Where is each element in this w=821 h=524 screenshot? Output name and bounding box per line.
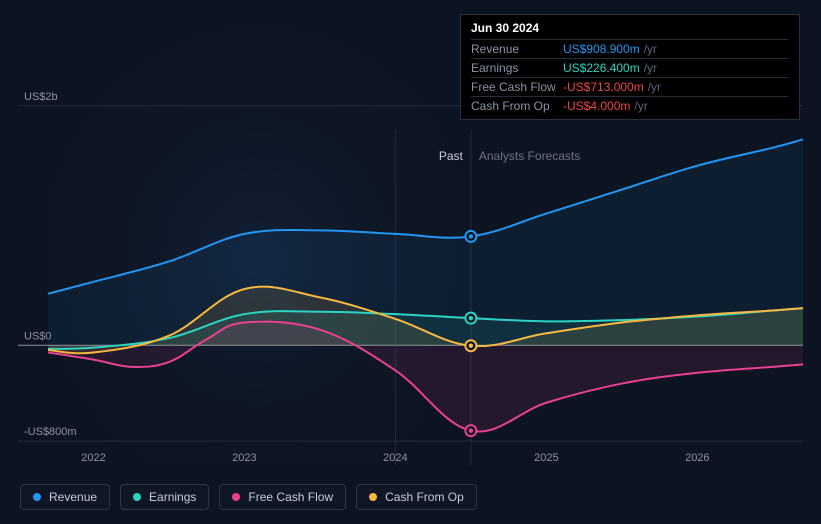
tooltip-row: EarningsUS$226.400m/yr	[471, 58, 789, 77]
legend-item-cfo[interactable]: Cash From Op	[356, 484, 477, 510]
tooltip-row-unit: /yr	[644, 61, 657, 75]
tooltip-row-unit: /yr	[634, 99, 647, 113]
tooltip-row-unit: /yr	[648, 80, 661, 94]
chart-legend: Revenue Earnings Free Cash Flow Cash From O…	[20, 484, 477, 510]
svg-text:US$2b: US$2b	[24, 91, 58, 103]
tooltip-row-label: Earnings	[471, 61, 563, 75]
legend-item-earnings[interactable]: Earnings	[120, 484, 209, 510]
tooltip-row-value: -US$4.000m	[563, 99, 630, 113]
legend-dot-fcf	[232, 493, 240, 501]
tooltip-row-label: Cash From Op	[471, 99, 563, 113]
legend-dot-cfo	[369, 493, 377, 501]
tooltip-row-value: -US$713.000m	[563, 80, 644, 94]
earnings-revenue-chart: US$2b US$0 -US$800m Past Analysts Forecasts 2…	[0, 0, 821, 524]
svg-text:Analysts Forecasts: Analysts Forecasts	[479, 149, 580, 163]
legend-dot-earnings	[133, 493, 141, 501]
svg-text:2025: 2025	[534, 452, 558, 464]
legend-label: Earnings	[149, 490, 196, 504]
tooltip-row: Free Cash Flow-US$713.000m/yr	[471, 77, 789, 96]
tooltip-row: RevenueUS$908.900m/yr	[471, 39, 789, 58]
tooltip-row-label: Free Cash Flow	[471, 80, 563, 94]
svg-text:2024: 2024	[383, 452, 407, 464]
svg-text:2023: 2023	[232, 452, 256, 464]
chart-tooltip: Jun 30 2024 RevenueUS$908.900m/yrEarning…	[460, 14, 800, 120]
legend-item-revenue[interactable]: Revenue	[20, 484, 110, 510]
svg-text:Past: Past	[439, 149, 464, 163]
legend-label: Cash From Op	[385, 490, 464, 504]
tooltip-row-label: Revenue	[471, 42, 563, 56]
legend-item-fcf[interactable]: Free Cash Flow	[219, 484, 346, 510]
tooltip-row-unit: /yr	[644, 42, 657, 56]
tooltip-row-value: US$226.400m	[563, 61, 640, 75]
legend-label: Revenue	[49, 490, 97, 504]
svg-text:2026: 2026	[685, 452, 709, 464]
svg-text:US$0: US$0	[24, 330, 52, 342]
tooltip-date: Jun 30 2024	[471, 21, 789, 39]
svg-text:2022: 2022	[81, 452, 105, 464]
legend-label: Free Cash Flow	[248, 490, 333, 504]
tooltip-row-value: US$908.900m	[563, 42, 640, 56]
legend-dot-revenue	[33, 493, 41, 501]
tooltip-row: Cash From Op-US$4.000m/yr	[471, 96, 789, 115]
svg-text:-US$800m: -US$800m	[24, 426, 77, 438]
